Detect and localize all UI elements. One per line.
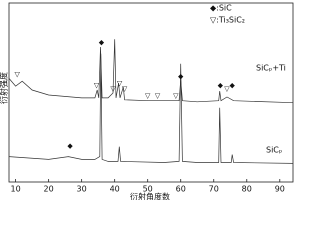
peak-marker: ◆ <box>67 142 73 150</box>
x-tick-label: 10 <box>11 185 21 194</box>
x-tick-label: 20 <box>44 185 54 194</box>
peak-marker: ◆ <box>218 81 224 89</box>
chart: 衍射强度 衍射角度数 ◆:SiC ▽:Ti₃SiC₂ SiCₚ+Ti SiCₚ … <box>0 2 294 201</box>
x-tick-label: 30 <box>77 185 87 194</box>
peak-marker: ▽ <box>224 85 230 93</box>
legend-entry: ◆:SiC <box>210 4 232 13</box>
plot-frame <box>8 2 294 183</box>
x-tick-label: 70 <box>209 185 219 194</box>
x-axis-title: 衍射角度数 <box>130 192 170 201</box>
series-line <box>8 53 294 164</box>
x-tick-label: 90 <box>275 185 285 194</box>
x-tick-label: 80 <box>242 185 252 194</box>
peak-marker: ◆ <box>178 72 184 80</box>
legend-entry: ▽:Ti₃SiC₂ <box>210 16 245 25</box>
y-axis-title: 衍射强度 <box>0 72 9 104</box>
x-tick-label: 40 <box>110 185 120 194</box>
x-tick-label: 50 <box>143 185 153 194</box>
series-line <box>8 39 294 104</box>
x-tick-label: 60 <box>176 185 186 194</box>
peak-marker: ▽ <box>110 85 116 93</box>
peak-marker: ▽ <box>15 71 21 79</box>
peak-marker: ◆ <box>99 38 105 46</box>
series-label: SiCₚ+Ti <box>256 64 286 73</box>
series-label: SiCₚ <box>266 146 282 155</box>
peak-marker: ▽ <box>145 92 151 100</box>
peak-marker: ◆ <box>230 81 236 89</box>
peak-marker: ▽ <box>94 81 100 89</box>
peak-marker: ▽ <box>155 92 161 100</box>
peak-marker: ▽ <box>122 85 128 93</box>
peak-marker: ▽ <box>117 80 123 88</box>
peak-marker: ▽ <box>173 92 179 100</box>
